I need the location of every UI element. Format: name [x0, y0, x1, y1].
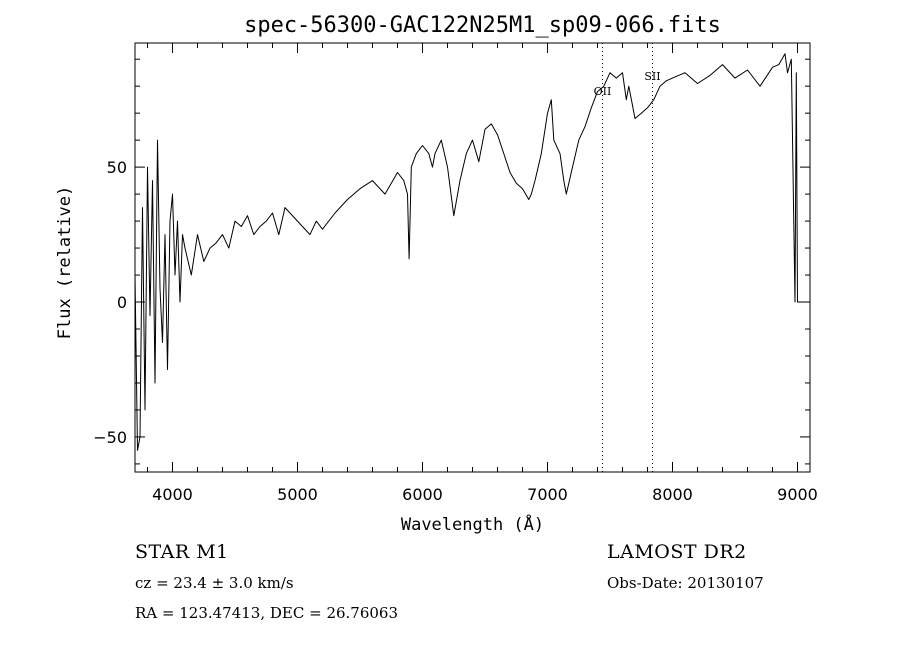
x-tick-label: 4000 — [152, 485, 193, 504]
x-tick-label: 5000 — [277, 485, 318, 504]
survey-name: LAMOST DR2 — [607, 541, 747, 563]
chart-title: spec-56300-GAC122N25M1_sp09-066.fits — [244, 13, 721, 38]
plot-frame — [134, 42, 811, 473]
x-tick-label: 6000 — [402, 485, 443, 504]
redshift-velocity: cz = 23.4 ± 3.0 km/s — [135, 574, 294, 592]
y-tick-label: 50 — [107, 158, 127, 177]
emission-line-label: SII — [644, 70, 660, 83]
x-axis-label: Wavelength (Å) — [401, 513, 544, 535]
y-tick-label: −50 — [93, 428, 127, 447]
y-axis-label: Flux (relative) — [55, 186, 75, 340]
spectrum-line — [135, 53, 804, 451]
spectrum-series-group — [135, 53, 804, 451]
x-tick-label: 9000 — [777, 485, 818, 504]
emission-line-label: OII — [594, 85, 612, 98]
observation-date: Obs-Date: 20130107 — [607, 574, 764, 592]
object-class: STAR M1 — [135, 541, 229, 563]
x-tick-label: 8000 — [652, 485, 693, 504]
y-tick-label: 0 — [117, 293, 127, 312]
x-tick-label: 7000 — [527, 485, 568, 504]
coordinates: RA = 123.47413, DEC = 26.76063 — [135, 604, 399, 622]
